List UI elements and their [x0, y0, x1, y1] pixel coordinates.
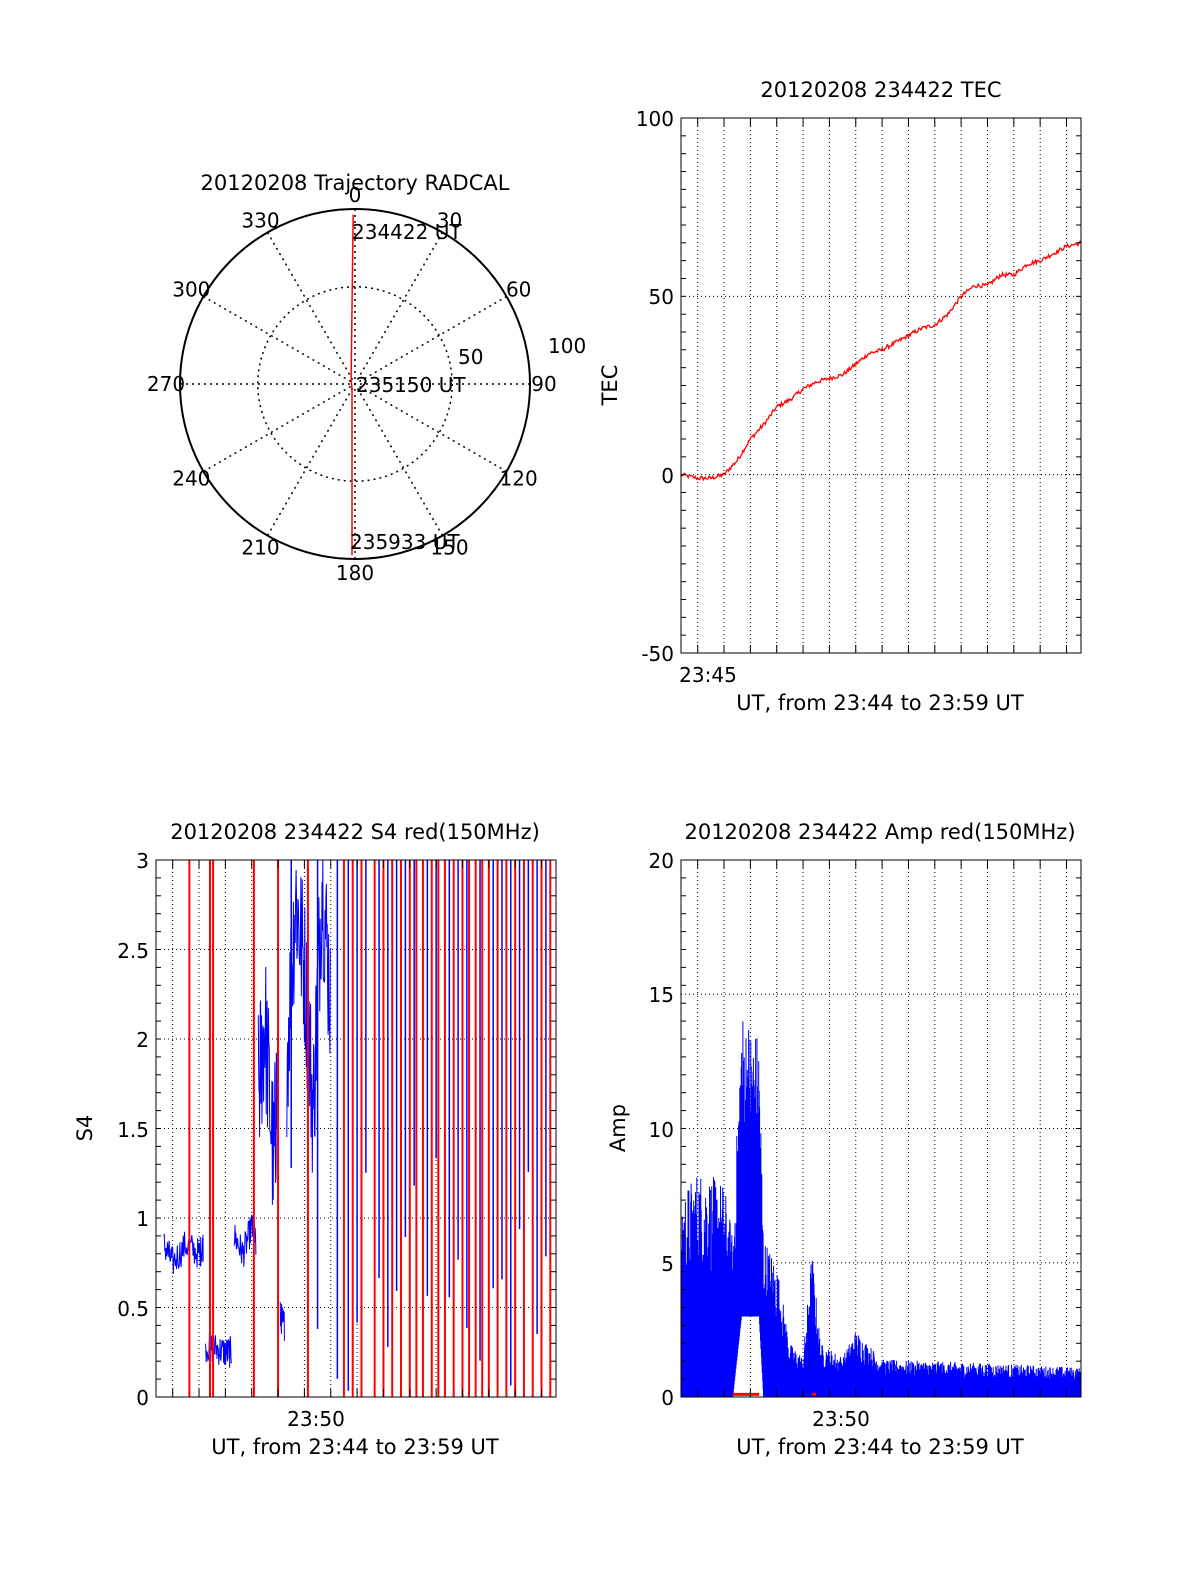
- s4-ytick-1: 1: [136, 1207, 149, 1231]
- tec-ytick-minus50: -50: [641, 642, 674, 666]
- s4-ytick-0: 0: [136, 1386, 149, 1410]
- s4-plot: 20120208 234422 S4 red(150MHz) 3 2.5 2 1…: [73, 820, 557, 1459]
- tec-xtick-label: 23:45: [679, 663, 737, 687]
- tec-ylabel: TEC: [598, 365, 622, 407]
- polar-azimuth-label: 90: [531, 372, 556, 396]
- amp-ytick-10: 10: [649, 1118, 674, 1142]
- amp-ylabel: Amp: [606, 1104, 630, 1152]
- s4-blue-trace: [233, 1214, 257, 1267]
- polar-azimuth-label: 330: [241, 208, 279, 232]
- polar-azimuth-label: 210: [241, 536, 279, 560]
- polar-outer-ring: [179, 208, 531, 560]
- amp-blue-trace: [681, 1021, 1081, 1397]
- s4-blue-trace: [205, 1332, 232, 1368]
- polar-azimuth-label: 120: [500, 467, 538, 491]
- annotation-end: 235933 UT: [350, 530, 460, 554]
- tec-ytick-0: 0: [661, 464, 674, 488]
- polar-azimuth-label: 30: [437, 208, 462, 232]
- amp-ytick-15: 15: [649, 983, 674, 1007]
- s4-ytick-1.5: 1.5: [117, 1118, 149, 1142]
- s4-ylabel: S4: [73, 1115, 97, 1142]
- polar-azimuth-label: 240: [172, 467, 210, 491]
- amp-ytick-0: 0: [661, 1386, 674, 1410]
- polar-azimuth-label: 270: [147, 372, 185, 396]
- polar-spoke: [266, 232, 444, 536]
- s4-xlabel: UT, from 23:44 to 23:59 UT: [211, 1435, 499, 1459]
- amp-xlabel: UT, from 23:44 to 23:59 UT: [736, 1435, 1024, 1459]
- tec-ytick-50: 50: [649, 285, 674, 309]
- s4-xtick-label: 23:50: [287, 1407, 345, 1431]
- polar-radius-label-100: 100: [548, 334, 586, 358]
- polar-azimuth-label: 150: [430, 536, 468, 560]
- s4-ytick-2: 2: [136, 1028, 149, 1052]
- polar-title: 20120208 Trajectory RADCAL: [201, 171, 510, 195]
- s4-ytick-3: 3: [136, 849, 149, 873]
- annotation-start: 234422 UT: [352, 220, 462, 244]
- annotation-mid: 235150 UT: [356, 373, 466, 397]
- amp-ytick-5: 5: [661, 1252, 674, 1276]
- polar-radius-label-50: 50: [458, 345, 483, 369]
- tec-xlabel: UT, from 23:44 to 23:59 UT: [736, 691, 1024, 715]
- s4-title: 20120208 234422 S4 red(150MHz): [170, 820, 540, 844]
- tec-ytick-100: 100: [636, 107, 674, 131]
- s4-blue-trace: [279, 1302, 285, 1341]
- amp-xtick-label: 23:50: [812, 1407, 870, 1431]
- tec-plot: 20120208 234422 TEC 100 50 0 -50 23:45 U…: [598, 78, 1082, 715]
- tec-series-line: [680, 240, 1082, 482]
- amp-ytick-20: 20: [649, 849, 674, 873]
- polar-trajectory-plot: 20120208 Trajectory RADCAL 0 30 60 90 120 150…: [147, 171, 586, 585]
- s4-blue-trace: [163, 1231, 204, 1275]
- polar-azimuth-label: 180: [336, 561, 374, 585]
- tec-axes-frame: [680, 117, 1082, 654]
- s4-ytick-0.5: 0.5: [117, 1297, 149, 1321]
- polar-azimuth-label: 60: [506, 278, 531, 302]
- amp-plot: 20120208 234422 Amp red(150MHz) 20 15 10…: [606, 820, 1082, 1459]
- polar-azimuth-label: 300: [172, 278, 210, 302]
- polar-azimuth-label: 0: [349, 183, 362, 207]
- tec-title: 20120208 234422 TEC: [760, 78, 1001, 102]
- s4-blue-trace: [257, 966, 279, 1205]
- polar-ring-50: [257, 286, 453, 482]
- amp-title: 20120208 234422 Amp red(150MHz): [684, 820, 1075, 844]
- trajectory-line: [350, 214, 354, 556]
- s4-ytick-2.5: 2.5: [117, 939, 149, 963]
